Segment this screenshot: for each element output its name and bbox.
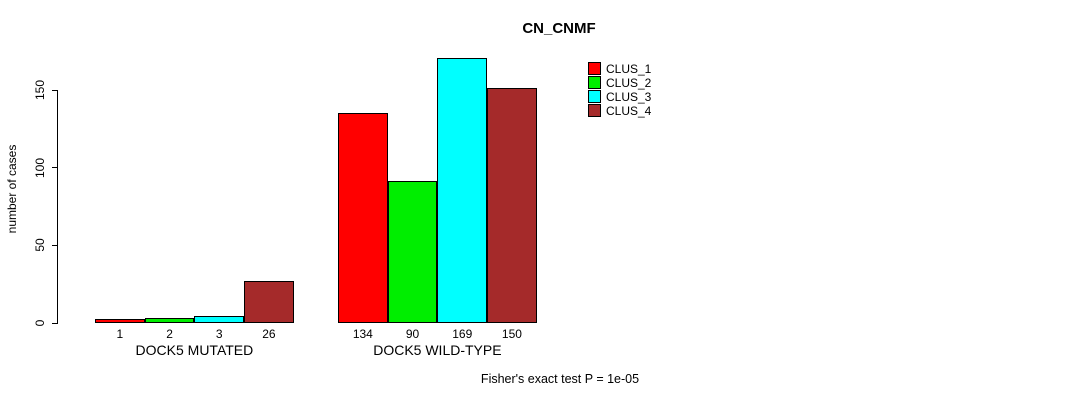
y-tick-150: [52, 89, 57, 91]
group-label-dock5-mutated: DOCK5 MUTATED: [135, 342, 254, 358]
legend-item-clus-2: CLUS_2: [588, 75, 652, 90]
chart-title: CN_CNMF: [522, 20, 596, 37]
y-tick-100: [52, 167, 57, 169]
legend-label: CLUS_3: [606, 89, 652, 104]
bar-value-label: 90: [405, 327, 420, 341]
bar-value-label: 169: [452, 327, 473, 341]
bar-dock5-mutated-clus-4: [244, 280, 294, 323]
footer-annotation: Fisher's exact test P = 1e-05: [480, 372, 640, 386]
bar-dock5-mutated-clus-2: [144, 317, 195, 323]
y-tick-label-100: 100: [33, 157, 47, 178]
y-tick-label-150: 150: [33, 79, 47, 101]
group-label-dock5-wild-type: DOCK5 WILD-TYPE: [373, 342, 502, 358]
bar-dock5-mutated-clus-3: [194, 316, 245, 323]
bar-value-label: 150: [501, 327, 522, 341]
y-axis: [57, 90, 58, 324]
legend-item-clus-3: CLUS_3: [588, 89, 652, 104]
bar-dock5-wild-type-clus-4: [487, 88, 537, 323]
bar-dock5-mutated-clus-1: [95, 319, 145, 323]
bar-value-label: 1: [116, 327, 124, 341]
bar-dock5-wild-type-clus-1: [338, 112, 388, 323]
legend-swatch-clus-3: [588, 90, 601, 103]
legend-item-clus-1: CLUS_1: [588, 61, 652, 76]
bar-value-label: 2: [166, 327, 173, 341]
legend-item-clus-4: CLUS_4: [588, 103, 652, 118]
legend-swatch-clus-1: [588, 62, 601, 75]
bar-value-label: 3: [215, 327, 223, 341]
legend-label: CLUS_1: [606, 61, 652, 76]
bar-value-label: 134: [352, 327, 373, 341]
y-tick-50: [52, 244, 57, 246]
legend-swatch-clus-4: [588, 104, 601, 117]
bar-dock5-wild-type-clus-3: [437, 58, 488, 323]
bar-value-label: 26: [262, 327, 276, 341]
y-tick-label-50: 50: [33, 238, 47, 253]
bar-dock5-wild-type-clus-2: [387, 181, 438, 323]
y-tick-0: [52, 322, 57, 324]
legend-label: CLUS_4: [606, 103, 652, 118]
legend-label: CLUS_2: [606, 75, 652, 90]
legend-swatch-clus-2: [588, 76, 601, 89]
y-axis-label: number of cases: [5, 144, 19, 234]
y-tick-label-0: 0: [33, 319, 47, 327]
legend: CLUS_1 CLUS_2 CLUS_3 CLUS_4: [588, 62, 651, 118]
